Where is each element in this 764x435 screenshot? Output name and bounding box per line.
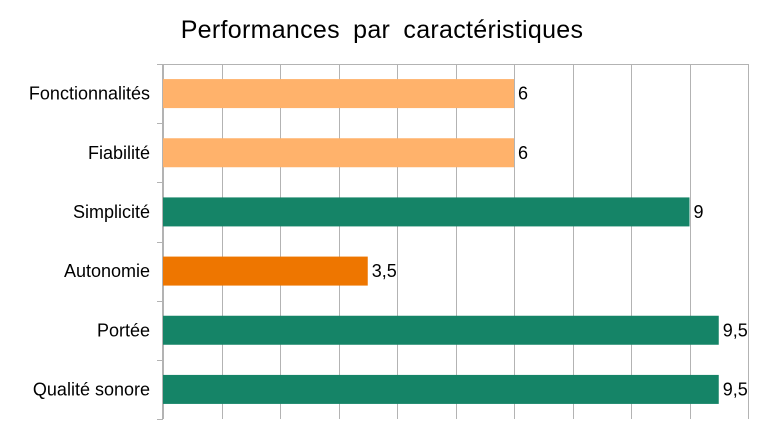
data-label: 9,5	[723, 379, 748, 399]
bar	[163, 79, 514, 109]
data-label: 9	[694, 202, 704, 222]
y-tick-label: Fonctionnalités	[29, 84, 150, 104]
y-tick-label: Qualité sonore	[33, 379, 150, 399]
bar	[163, 197, 690, 227]
chart-title: Performances par caractéristiques	[180, 16, 584, 44]
data-label: 9,5	[723, 320, 748, 340]
bar	[163, 315, 719, 345]
y-tick-label: Fiabilité	[88, 143, 150, 163]
data-label: 6	[518, 143, 528, 163]
y-tick-label: Portée	[97, 320, 150, 340]
bar	[163, 256, 368, 286]
data-label: 6	[518, 84, 528, 104]
bar	[163, 138, 514, 168]
y-tick-label: Autonomie	[64, 261, 150, 281]
y-tick-label: Simplicité	[73, 202, 150, 222]
data-label: 3,5	[372, 261, 397, 281]
bar	[163, 374, 719, 404]
